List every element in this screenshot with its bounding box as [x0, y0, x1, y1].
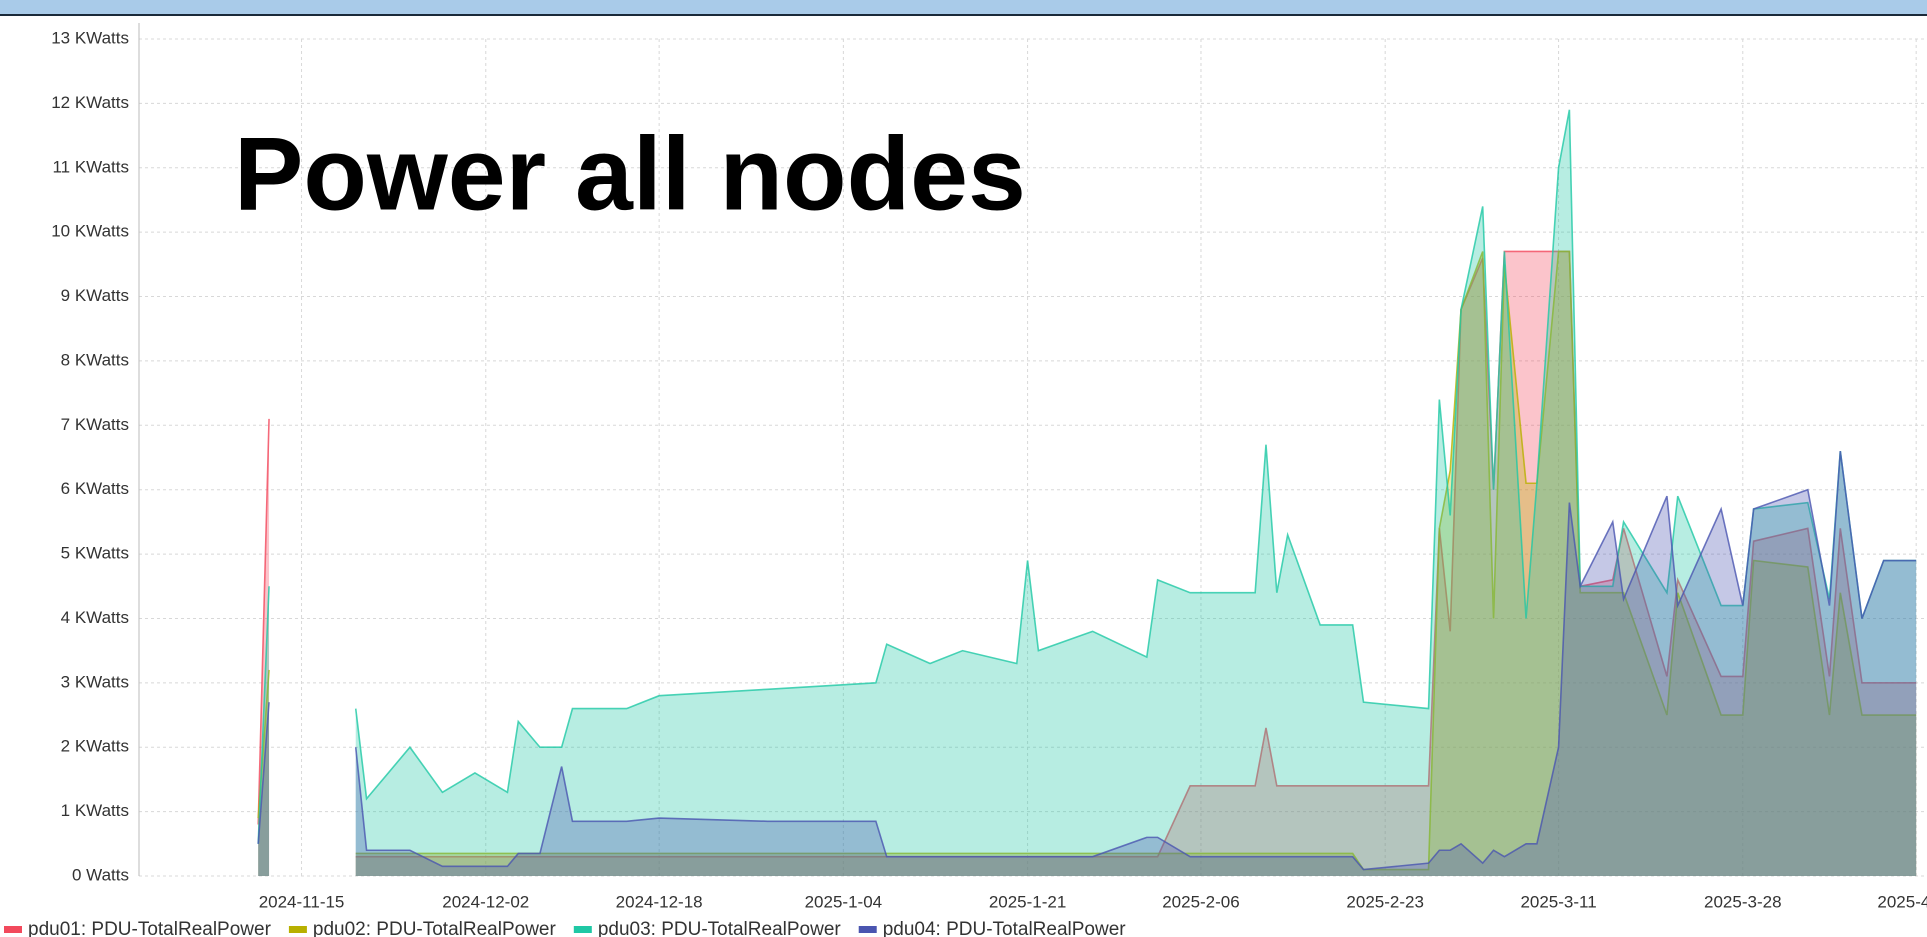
y-tick-label: 0 Watts — [72, 865, 129, 884]
x-tick-label: 2025-3-28 — [1704, 892, 1782, 911]
y-tick-label: 1 KWatts — [61, 801, 129, 820]
y-tick-label: 4 KWatts — [61, 608, 129, 627]
y-tick-label: 5 KWatts — [61, 544, 129, 563]
y-tick-label: 13 KWatts — [51, 28, 129, 47]
series-line — [257, 109, 1917, 844]
x-tick-label: 2025-2-06 — [1162, 892, 1240, 911]
x-tick-label: 2024-12-18 — [616, 892, 703, 911]
legend-label: pdu03: PDU-TotalRealPower — [598, 919, 842, 937]
y-tick-label: 11 KWatts — [52, 157, 129, 176]
legend-label: pdu02: PDU-TotalRealPower — [313, 919, 557, 937]
y-tick-label: 10 KWatts — [51, 222, 129, 241]
legend-swatch — [573, 926, 592, 933]
top-bar — [0, 0, 1927, 15]
x-tick-label: 2024-12-02 — [442, 892, 529, 911]
legend-label: pdu01: PDU-TotalRealPower — [28, 919, 272, 937]
y-tick-label: 6 KWatts — [61, 479, 129, 498]
y-tick-label: 2 KWatts — [61, 737, 129, 756]
x-tick-label: 2025-2-23 — [1346, 892, 1424, 911]
series-area — [258, 251, 1917, 876]
y-tick-label: 8 KWatts — [61, 350, 129, 369]
x-tick-label: 2024-11-15 — [259, 892, 345, 911]
x-tick-label: 2025-1-04 — [805, 892, 883, 911]
legend-swatch — [288, 926, 307, 933]
x-tick-label: 2025-3-11 — [1520, 892, 1596, 911]
y-tick-label: 3 KWatts — [61, 672, 129, 691]
series-line — [257, 250, 1917, 858]
series-line — [257, 450, 1917, 871]
series-area — [258, 109, 1917, 877]
series-area — [258, 451, 1917, 876]
legend-label: pdu04: PDU-TotalRealPower — [883, 919, 1127, 937]
y-tick-label: 12 KWatts — [51, 93, 129, 112]
y-tick-label: 7 KWatts — [61, 415, 129, 434]
legend-swatch — [858, 926, 877, 933]
chart-title: Power all nodes — [234, 116, 1026, 232]
x-tick-label: 2025-4-13 — [1877, 892, 1927, 911]
y-tick-label: 9 KWatts — [61, 286, 129, 305]
series-area — [258, 251, 1917, 876]
legend-swatch — [4, 926, 22, 933]
x-tick-label: 2025-1-21 — [989, 892, 1067, 911]
